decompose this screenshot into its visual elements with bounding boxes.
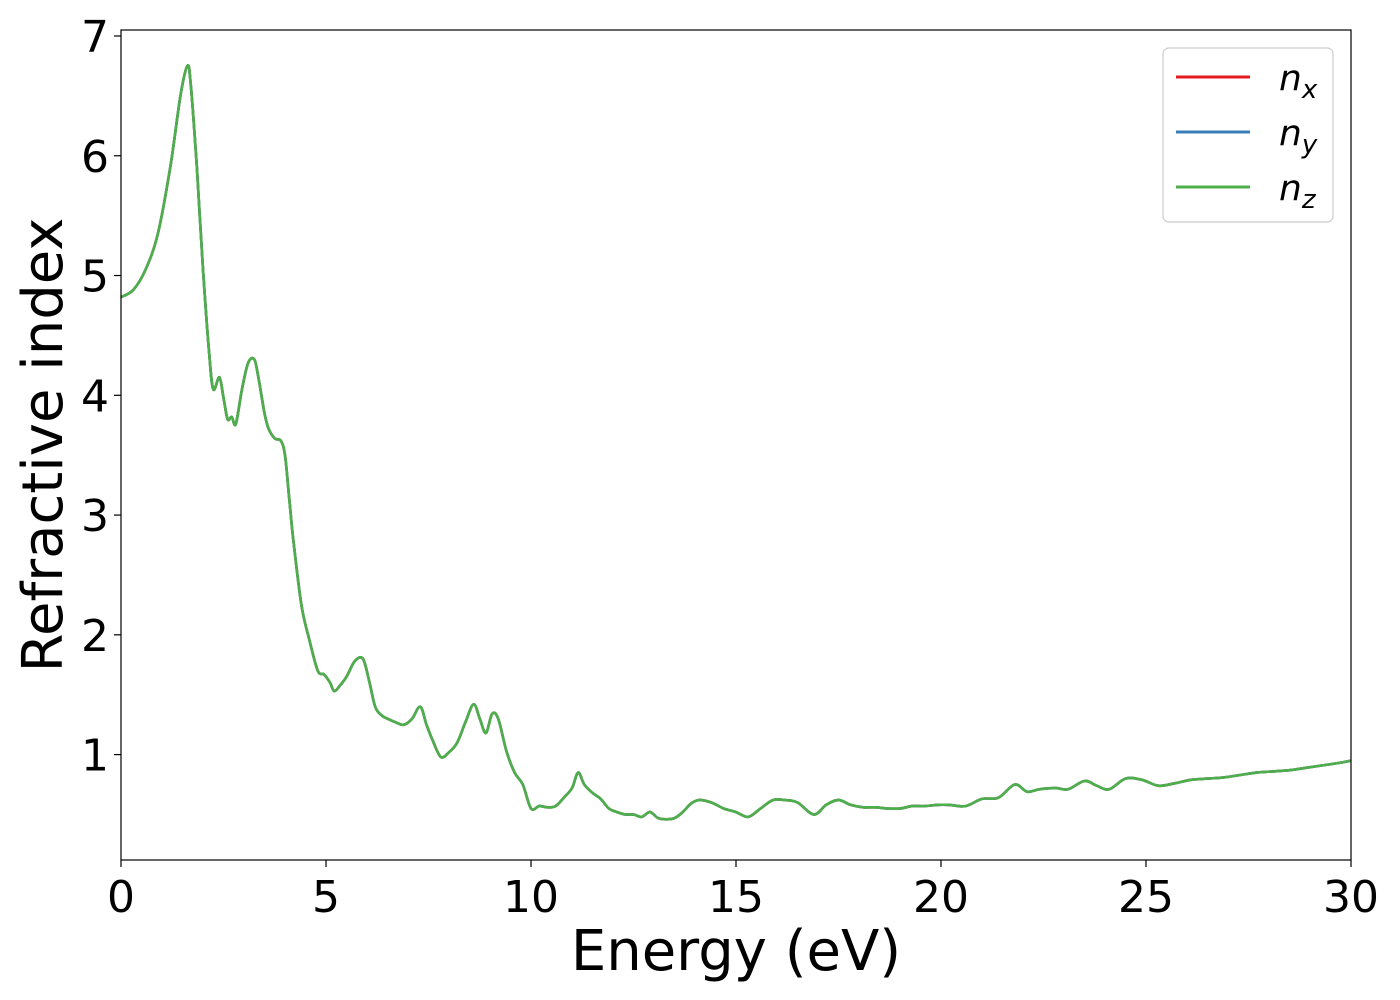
y-axis-ticks: 1 2 3 4 5 6 7 [81,12,121,782]
x-tick-label: 15 [708,872,764,923]
legend-label-n-y: ny [1279,113,1318,160]
y-tick-label: 6 [81,132,109,183]
y-axis-title: Refractive index [11,218,76,673]
y-tick-label: 2 [81,611,109,662]
y-tick-label: 1 [81,731,109,782]
x-tick-label: 5 [312,872,340,923]
legend-label-n-z: nz [1279,168,1317,215]
series-layer [120,64,1352,821]
x-tick-label: 0 [107,872,135,923]
x-axis-ticks: 0 5 10 15 20 25 30 [107,860,1379,923]
legend-box [1162,47,1334,223]
plot-area [121,30,1351,860]
x-tick-label: 30 [1323,872,1379,923]
y-tick-label: 7 [81,12,109,63]
y-tick-label: 5 [81,252,109,303]
legend-label-n-x: nx [1279,58,1318,105]
x-tick-label: 20 [913,872,969,923]
x-tick-label: 10 [503,872,559,923]
y-tick-label: 4 [81,371,109,422]
x-axis-title: Energy (eV) [571,919,901,984]
series-line-n-z [120,64,1352,821]
x-tick-label: 25 [1118,872,1174,923]
y-tick-label: 3 [81,491,109,542]
legend: nx ny nz [1162,47,1334,223]
